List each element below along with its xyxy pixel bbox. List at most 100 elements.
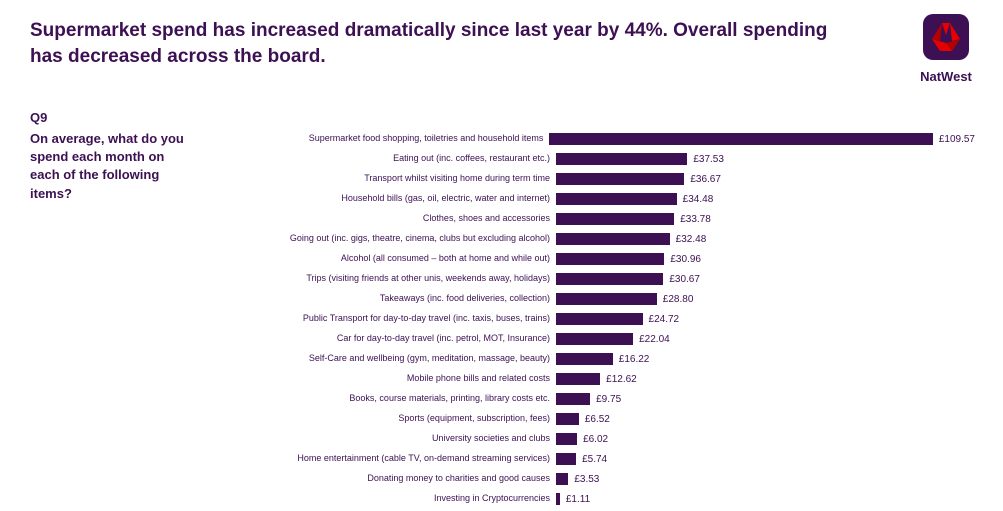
question-id: Q9 [30,110,47,125]
value-label: £32.48 [670,234,707,245]
page: Supermarket spend has increased dramatic… [0,0,1003,511]
bar [556,313,643,325]
chart-row: Takeaways (inc. food deliveries, collect… [205,290,975,308]
bar-wrap: £3.53 [556,473,975,485]
natwest-logo-icon [921,12,971,62]
brand-name: NatWest [911,69,981,85]
bar-wrap: £16.22 [556,353,975,365]
value-label: £9.75 [590,394,621,405]
spend-bar-chart: Supermarket food shopping, toiletries an… [205,130,975,510]
chart-row: Household bills (gas, oil, electric, wat… [205,190,975,208]
value-label: £30.67 [663,274,700,285]
question-text: On average, what do you spend each month… [30,130,190,203]
bar [556,393,590,405]
value-label: £5.74 [576,454,607,465]
bar-wrap: £6.52 [556,413,975,425]
bar-wrap: £37.53 [556,153,975,165]
bar-wrap: £1.11 [556,493,975,505]
value-label: £37.53 [687,154,724,165]
bar-wrap: £24.72 [556,313,975,325]
chart-row: Transport whilst visiting home during te… [205,170,975,188]
value-label: £34.48 [677,194,714,205]
value-label: £3.53 [568,474,599,485]
chart-row: Going out (inc. gigs, theatre, cinema, c… [205,230,975,248]
chart-row: Books, course materials, printing, libra… [205,390,975,408]
chart-row: Donating money to charities and good cau… [205,470,975,488]
bar-wrap: £36.67 [556,173,975,185]
bar [556,353,613,365]
bar [556,273,663,285]
page-title: Supermarket spend has increased dramatic… [30,18,830,69]
bar [549,133,932,145]
value-label: £6.02 [577,434,608,445]
category-label: Supermarket food shopping, toiletries an… [205,134,549,144]
bar [556,373,600,385]
chart-row: Sports (equipment, subscription, fees) £6… [205,410,975,428]
bar [556,193,677,205]
bar-wrap: £6.02 [556,433,975,445]
bar-wrap: £28.80 [556,293,975,305]
category-label: Home entertainment (cable TV, on-demand … [205,454,556,464]
chart-row: Trips (visiting friends at other unis, w… [205,270,975,288]
bar-wrap: £34.48 [556,193,975,205]
bar-wrap: £109.57 [549,133,975,145]
bar-wrap: £30.96 [556,253,975,265]
category-label: Investing in Cryptocurrencies [205,494,556,504]
category-label: Alcohol (all consumed – both at home and… [205,254,556,264]
category-label: Takeaways (inc. food deliveries, collect… [205,294,556,304]
chart-row: Eating out (inc. coffees, restaurant etc… [205,150,975,168]
chart-row: Investing in Cryptocurrencies £1.11 [205,490,975,508]
category-label: University societies and clubs [205,434,556,444]
category-label: Sports (equipment, subscription, fees) [205,414,556,424]
bar [556,173,684,185]
value-label: £36.67 [684,174,721,185]
value-label: £30.96 [664,254,701,265]
chart-row: Supermarket food shopping, toiletries an… [205,130,975,148]
bar [556,333,633,345]
category-label: Trips (visiting friends at other unis, w… [205,274,556,284]
category-label: Going out (inc. gigs, theatre, cinema, c… [205,234,556,244]
category-label: Transport whilst visiting home during te… [205,174,556,184]
value-label: £33.78 [674,214,711,225]
bar [556,253,664,265]
bar [556,153,687,165]
value-label: £22.04 [633,334,670,345]
category-label: Books, course materials, printing, libra… [205,394,556,404]
chart-row: Public Transport for day-to-day travel (… [205,310,975,328]
category-label: Car for day-to-day travel (inc. petrol, … [205,334,556,344]
bar [556,293,657,305]
bar [556,453,576,465]
bar [556,213,674,225]
chart-row: Mobile phone bills and related costs £12.… [205,370,975,388]
brand-logo: NatWest [911,12,981,85]
chart-row: Car for day-to-day travel (inc. petrol, … [205,330,975,348]
category-label: Public Transport for day-to-day travel (… [205,314,556,324]
value-label: £12.62 [600,374,637,385]
category-label: Household bills (gas, oil, electric, wat… [205,194,556,204]
category-label: Clothes, shoes and accessories [205,214,556,224]
chart-row: Clothes, shoes and accessories £33.78 [205,210,975,228]
category-label: Donating money to charities and good cau… [205,474,556,484]
chart-row: Alcohol (all consumed – both at home and… [205,250,975,268]
value-label: £1.11 [560,494,590,505]
value-label: £6.52 [579,414,610,425]
bar [556,413,579,425]
value-label: £16.22 [613,354,650,365]
value-label: £24.72 [643,314,680,325]
category-label: Eating out (inc. coffees, restaurant etc… [205,154,556,164]
value-label: £28.80 [657,294,694,305]
bar-wrap: £5.74 [556,453,975,465]
category-label: Mobile phone bills and related costs [205,374,556,384]
chart-row: University societies and clubs £6.02 [205,430,975,448]
bar-wrap: £9.75 [556,393,975,405]
chart-row: Home entertainment (cable TV, on-demand … [205,450,975,468]
bar [556,473,568,485]
bar-wrap: £32.48 [556,233,975,245]
value-label: £109.57 [933,134,975,145]
bar-wrap: £12.62 [556,373,975,385]
chart-row: Self-Care and wellbeing (gym, meditation… [205,350,975,368]
category-label: Self-Care and wellbeing (gym, meditation… [205,354,556,364]
bar [556,233,670,245]
bar-wrap: £33.78 [556,213,975,225]
bar-wrap: £22.04 [556,333,975,345]
